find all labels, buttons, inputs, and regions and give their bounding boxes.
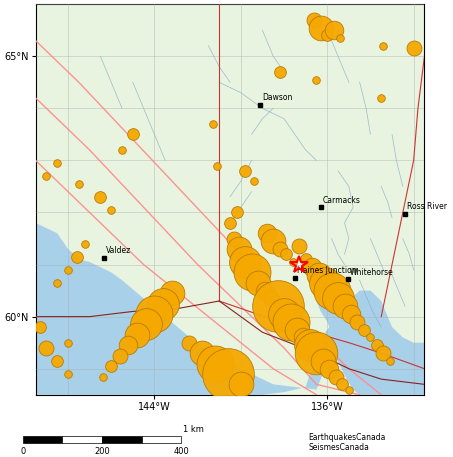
Text: Whitehorse: Whitehorse (350, 267, 394, 276)
Bar (141, 436, 181, 443)
Bar (23, 436, 62, 443)
Bar (102, 436, 141, 443)
Polygon shape (36, 239, 68, 291)
Text: 0: 0 (20, 447, 25, 456)
Text: Haines Junction: Haines Junction (297, 266, 357, 275)
Text: EarthquakesCanada
SeismesCanada: EarthquakesCanada SeismesCanada (308, 433, 386, 452)
Text: Ross River: Ross River (407, 202, 447, 211)
Text: Carmacks: Carmacks (323, 196, 361, 205)
Polygon shape (36, 223, 342, 395)
Text: 1 km: 1 km (183, 425, 204, 434)
Text: 200: 200 (94, 447, 110, 456)
Polygon shape (325, 306, 392, 395)
Bar (62, 436, 102, 443)
Text: Valdez: Valdez (106, 246, 131, 255)
Text: 400: 400 (173, 447, 189, 456)
Polygon shape (317, 291, 424, 395)
Text: Dawson: Dawson (262, 93, 293, 102)
